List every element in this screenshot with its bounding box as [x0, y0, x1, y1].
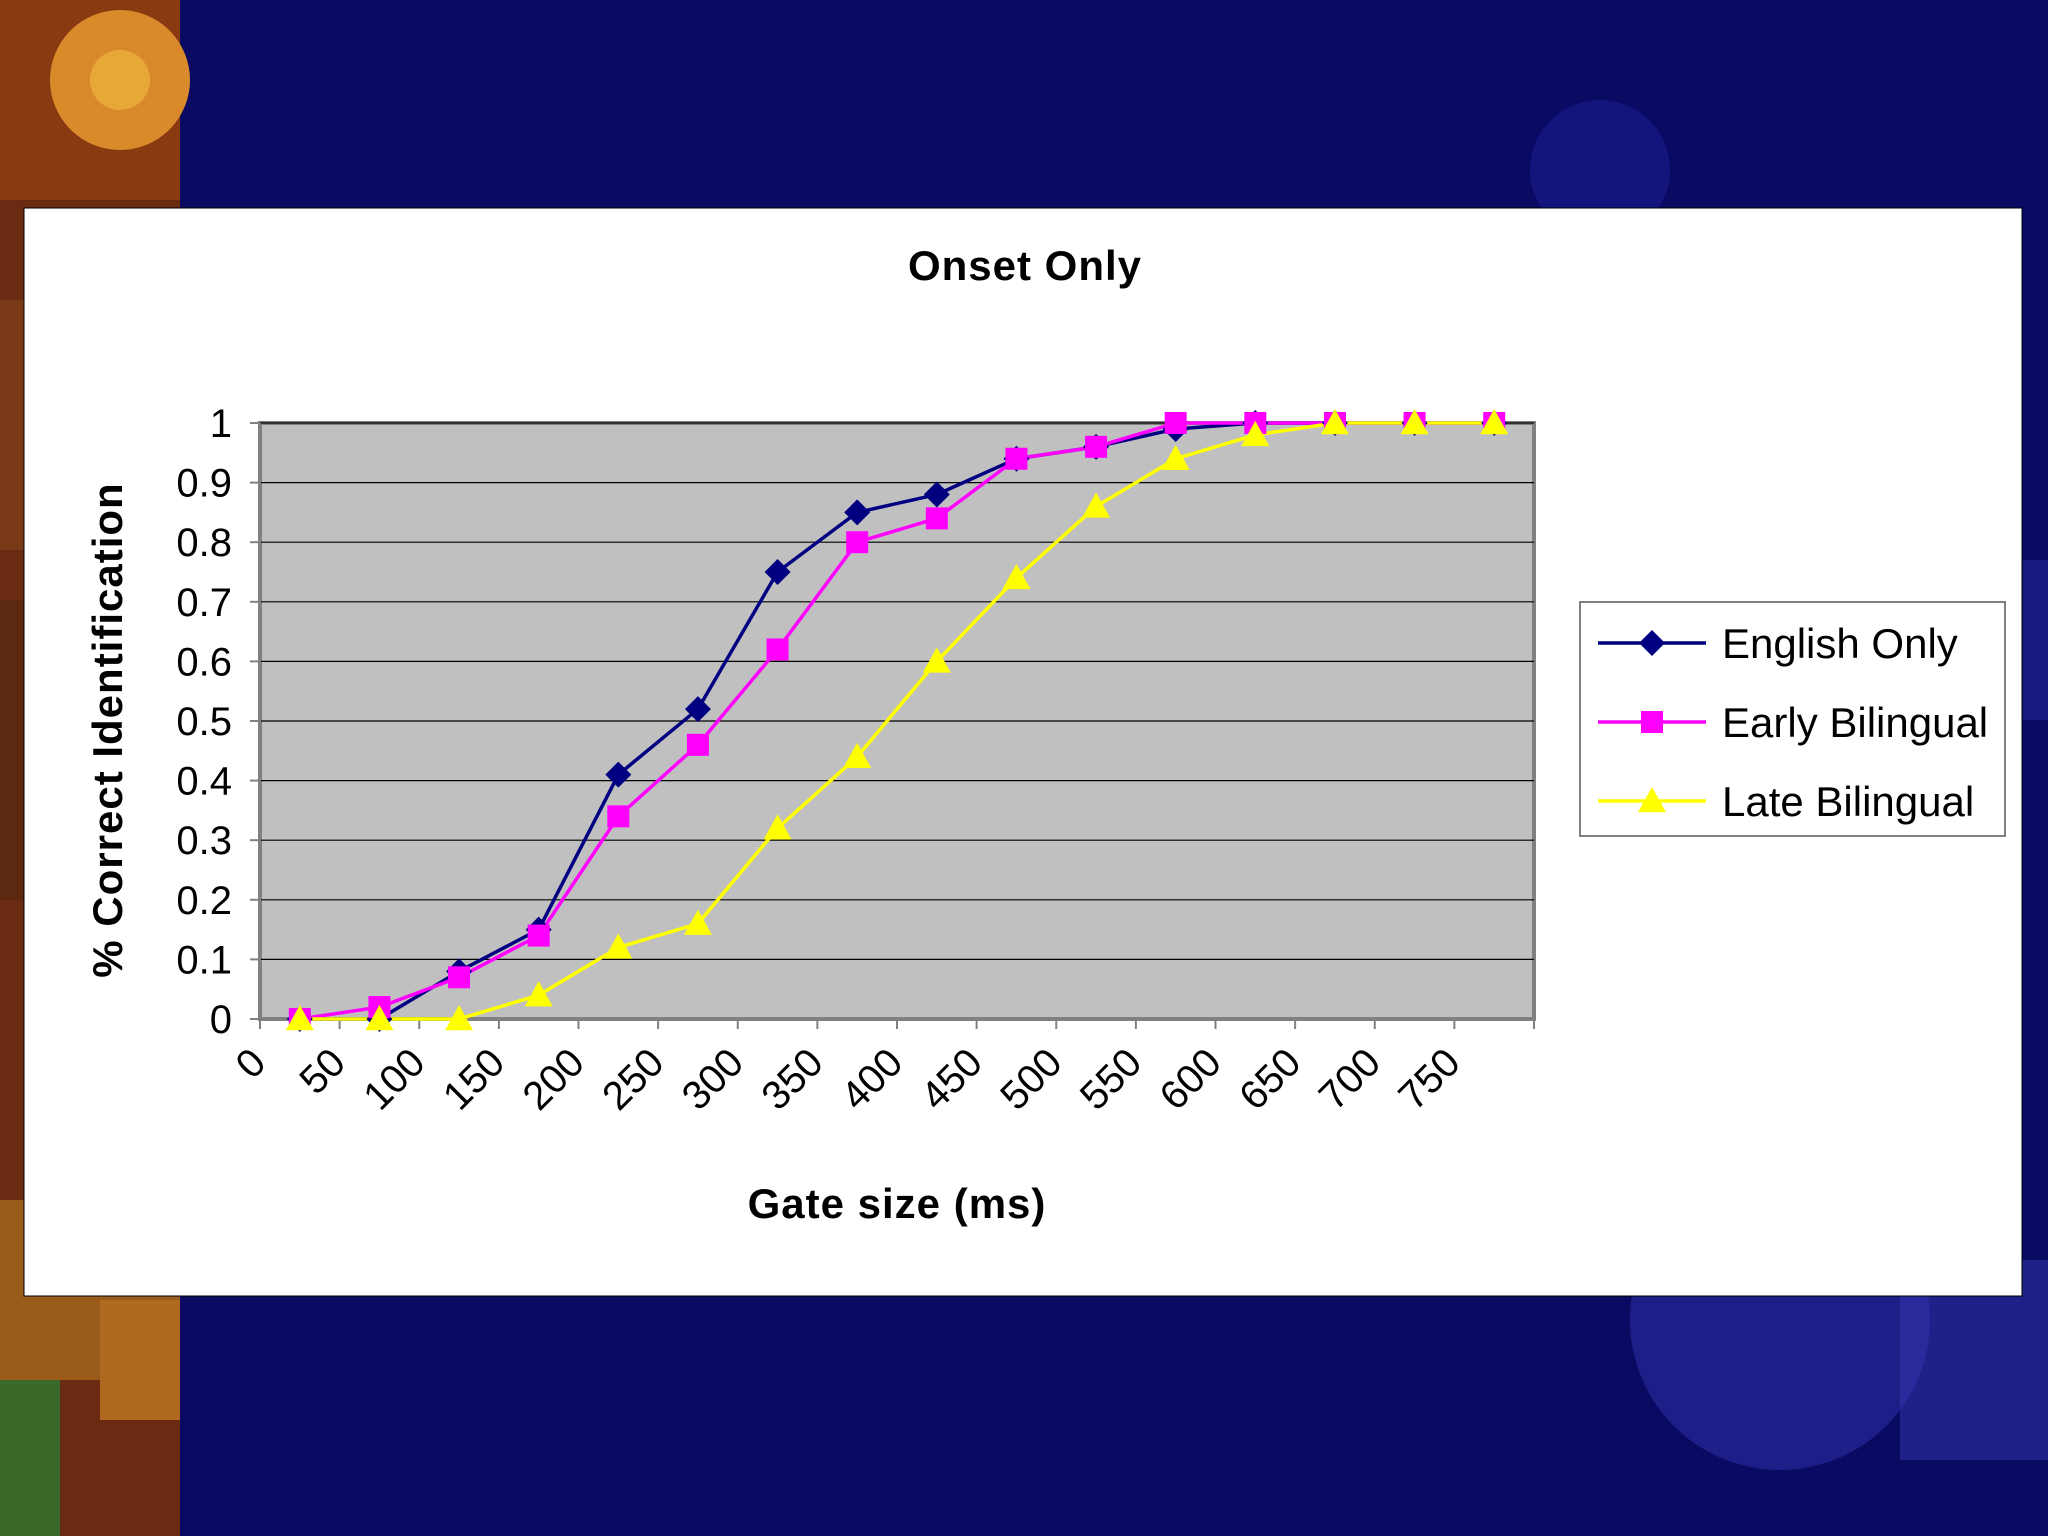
y-tick-label: 0.8	[176, 521, 232, 565]
x-axis-title: Gate size (ms)	[748, 1180, 1047, 1227]
data-point-early-bilingual	[527, 924, 550, 947]
data-point-late-bilingual	[922, 647, 951, 673]
y-tick-label: 0.5	[176, 700, 232, 744]
data-point-early-bilingual	[1085, 435, 1108, 458]
y-axis-title: % Correct Identification	[84, 482, 131, 977]
data-point-late-bilingual	[365, 1005, 394, 1031]
series-line-early-bilingual	[299, 421, 1495, 1021]
data-point-late-bilingual	[763, 814, 792, 840]
data-point-late-bilingual	[683, 909, 712, 935]
legend-marker-late-bilingual	[1638, 787, 1666, 813]
data-point-early-bilingual	[1005, 447, 1028, 470]
y-tick-label: 0.7	[176, 581, 232, 625]
data-point-late-bilingual	[1320, 409, 1349, 435]
series-lines	[299, 421, 1495, 1021]
y-tick-label: 0.6	[176, 640, 232, 684]
data-point-late-bilingual	[445, 1005, 474, 1031]
series-line-late-bilingual	[299, 421, 1495, 1021]
y-tick-label: 0.1	[176, 938, 232, 982]
data-point-late-bilingual	[843, 742, 872, 768]
data-point-english-only	[605, 761, 632, 788]
y-tick-label: 1	[210, 402, 232, 446]
data-point-early-bilingual	[607, 805, 630, 828]
legend-marker-english-only	[1639, 630, 1665, 656]
legend-marker-early-bilingual	[1641, 711, 1663, 733]
y-tick-label: 0.3	[176, 819, 232, 863]
data-point-early-bilingual	[686, 733, 709, 756]
data-point-early-bilingual	[1164, 412, 1187, 434]
data-point-late-bilingual	[1400, 409, 1429, 435]
legend-label-late-bilingual: Late Bilingual	[1722, 778, 1974, 825]
data-point-early-bilingual	[766, 638, 789, 661]
data-point-late-bilingual	[1241, 420, 1270, 447]
data-point-english-only	[764, 559, 791, 585]
y-tick-label: 0.4	[176, 760, 232, 804]
chart-title: Onset Only	[908, 242, 1142, 289]
gridlines	[260, 422, 1534, 961]
data-point-early-bilingual	[925, 507, 948, 530]
legend-label-english-only: English Only	[1722, 620, 1958, 667]
data-point-late-bilingual	[524, 981, 553, 1007]
data-point-late-bilingual	[1082, 492, 1111, 518]
data-point-english-only	[684, 696, 711, 723]
legend: English Only Early Bilingual Late Bilingua…	[1579, 601, 2006, 837]
data-point-late-bilingual	[1002, 563, 1031, 590]
data-point-late-bilingual	[285, 1005, 314, 1031]
data-point-late-bilingual	[1161, 444, 1190, 470]
data-point-english-only	[923, 481, 950, 508]
y-tick-label: 0.2	[176, 879, 232, 923]
legend-label-early-bilingual: Early Bilingual	[1722, 699, 1988, 746]
series-markers	[285, 409, 1509, 1032]
y-tick-label: 0	[210, 998, 232, 1042]
data-point-late-bilingual	[1480, 409, 1509, 435]
data-point-early-bilingual	[448, 966, 471, 989]
data-point-english-only	[844, 499, 871, 526]
y-tick-label: 0.9	[176, 462, 232, 506]
y-axis: 0 0.1 0.2 0.3 0.4 0.5 0.6 0.7 0.8 0.9 1	[176, 402, 260, 1042]
data-point-late-bilingual	[604, 933, 633, 959]
data-point-early-bilingual	[846, 531, 869, 554]
